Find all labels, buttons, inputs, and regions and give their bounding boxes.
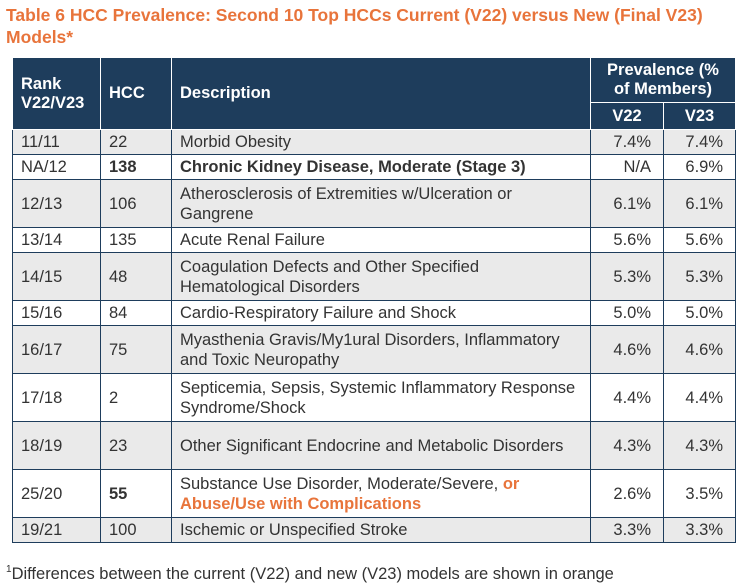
cell-v22: 5.3% (590, 252, 664, 301)
cell-v23: 5.0% (663, 300, 736, 326)
header-rank: Rank V22/V23 (12, 57, 101, 130)
cell-v23: 4.4% (663, 373, 736, 422)
cell-v23: 5.3% (663, 252, 736, 301)
cell-description: Septicemia, Sepsis, Systemic Inflammator… (171, 373, 591, 422)
cell-rank: NA/12 (12, 154, 101, 180)
cell-rank: 15/16 (12, 300, 101, 326)
cell-rank: 16/17 (12, 325, 101, 374)
cell-rank: 18/19 (12, 421, 101, 470)
table-row: 25/20 55 Substance Use Disorder, Moderat… (12, 469, 736, 518)
table-row: NA/12 138 Chronic Kidney Disease, Modera… (12, 154, 736, 180)
cell-description: Cardio-Respiratory Failure and Shock (171, 300, 591, 326)
table-row: 12/13 106 Atherosclerosis of Extremities… (12, 179, 736, 228)
footnote-marker: 1 (6, 564, 12, 575)
cell-rank: 12/13 (12, 179, 101, 228)
table-row: 17/18 2 Septicemia, Sepsis, Systemic Inf… (12, 373, 736, 422)
cell-rank: 19/21 (12, 517, 101, 543)
cell-description: Acute Renal Failure (171, 227, 591, 253)
table-row: 14/15 48 Coagulation Defects and Other S… (12, 252, 736, 301)
cell-description: Ischemic or Unspecified Stroke (171, 517, 591, 543)
cell-v22: 4.4% (590, 373, 664, 422)
cell-rank: 25/20 (12, 469, 101, 518)
hcc-prevalence-table: Rank V22/V23 HCC Description Prevalence … (12, 57, 736, 543)
cell-v22: N/A (590, 154, 664, 180)
cell-hcc: 138 (100, 154, 172, 180)
cell-v23: 3.3% (663, 517, 736, 543)
cell-description: Substance Use Disorder, Moderate/Severe,… (171, 469, 591, 518)
cell-hcc: 55 (100, 469, 172, 518)
footnote: 1Differences between the current (V22) a… (6, 560, 614, 584)
header-v23: V23 (663, 102, 736, 130)
header-prevalence: Prevalence (% of Members) (590, 57, 736, 103)
cell-description: Chronic Kidney Disease, Moderate (Stage … (171, 154, 591, 180)
cell-v22: 7.4% (590, 129, 664, 155)
cell-v23: 3.5% (663, 469, 736, 518)
table-row: 15/16 84 Cardio-Respiratory Failure and … (12, 300, 736, 326)
table-row: 13/14 135 Acute Renal Failure 5.6% 5.6% (12, 227, 736, 253)
cell-hcc: 84 (100, 300, 172, 326)
cell-description: Atherosclerosis of Extremities w/Ulcerat… (171, 179, 591, 228)
cell-hcc: 135 (100, 227, 172, 253)
cell-v22: 4.3% (590, 421, 664, 470)
table-row: 18/19 23 Other Significant Endocrine and… (12, 421, 736, 470)
cell-description: Other Significant Endocrine and Metaboli… (171, 421, 591, 470)
cell-hcc: 48 (100, 252, 172, 301)
cell-hcc: 75 (100, 325, 172, 374)
table-row: 19/21 100 Ischemic or Unspecified Stroke… (12, 517, 736, 543)
table-row: 11/11 22 Morbid Obesity 7.4% 7.4% (12, 129, 736, 155)
cell-description: Myasthenia Gravis/My1ural Disorders, Inf… (171, 325, 591, 374)
cell-v22: 4.6% (590, 325, 664, 374)
cell-rank: 17/18 (12, 373, 101, 422)
cell-v23: 5.6% (663, 227, 736, 253)
cell-rank: 13/14 (12, 227, 101, 253)
cell-v23: 4.3% (663, 421, 736, 470)
header-hcc: HCC (100, 57, 172, 130)
cell-v22: 2.6% (590, 469, 664, 518)
cell-v23: 6.1% (663, 179, 736, 228)
cell-description: Morbid Obesity (171, 129, 591, 155)
description-plain: Substance Use Disorder, Moderate/Severe, (180, 474, 503, 493)
cell-v22: 5.6% (590, 227, 664, 253)
table-title: Table 6 HCC Prevalence: Second 10 Top HC… (6, 5, 703, 47)
cell-hcc: 106 (100, 179, 172, 228)
cell-hcc: 2 (100, 373, 172, 422)
cell-v22: 3.3% (590, 517, 664, 543)
cell-v22: 6.1% (590, 179, 664, 228)
cell-rank: 14/15 (12, 252, 101, 301)
cell-v23: 6.9% (663, 154, 736, 180)
header-description: Description (171, 57, 591, 130)
cell-v23: 4.6% (663, 325, 736, 374)
cell-rank: 11/11 (12, 129, 101, 155)
header-v22: V22 (590, 102, 664, 130)
cell-hcc: 22 (100, 129, 172, 155)
cell-hcc: 100 (100, 517, 172, 543)
description-changed: or Abuse/Use with Complications (180, 474, 520, 513)
cell-v23: 7.4% (663, 129, 736, 155)
cell-description: Coagulation Defects and Other Specified … (171, 252, 591, 301)
table-row: 16/17 75 Myasthenia Gravis/My1ural Disor… (12, 325, 736, 374)
cell-hcc: 23 (100, 421, 172, 470)
footnote-text: Differences between the current (V22) an… (11, 565, 614, 583)
cell-v22: 5.0% (590, 300, 664, 326)
